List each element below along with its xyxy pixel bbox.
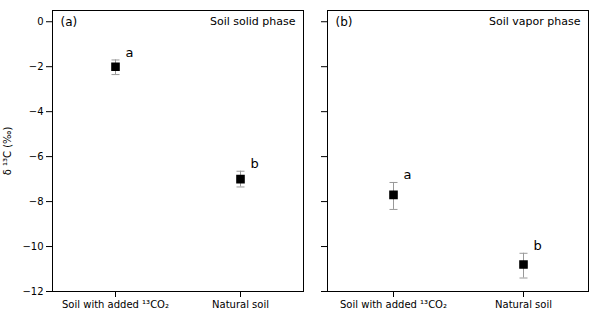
svg-text:a: a bbox=[126, 45, 134, 60]
svg-text:−10: −10 bbox=[22, 241, 43, 252]
svg-text:−2: −2 bbox=[29, 61, 44, 72]
svg-text:(a): (a) bbox=[61, 15, 78, 29]
svg-text:0: 0 bbox=[37, 16, 43, 27]
svg-text:Soil with added ¹³CO₂: Soil with added ¹³CO₂ bbox=[340, 299, 447, 310]
svg-text:b: b bbox=[251, 156, 259, 171]
svg-text:−12: −12 bbox=[22, 286, 43, 297]
svg-text:a: a bbox=[404, 167, 412, 182]
svg-text:Soil with added ¹³CO₂: Soil with added ¹³CO₂ bbox=[62, 299, 169, 310]
svg-text:b: b bbox=[534, 238, 542, 253]
svg-text:(b): (b) bbox=[336, 15, 353, 29]
svg-text:δ ¹³C (‰): δ ¹³C (‰) bbox=[2, 127, 13, 176]
svg-text:Soil solid phase: Soil solid phase bbox=[210, 15, 296, 28]
svg-text:−6: −6 bbox=[29, 151, 44, 162]
svg-text:Soil vapor phase: Soil vapor phase bbox=[489, 15, 581, 28]
svg-text:Natural soil: Natural soil bbox=[495, 299, 552, 310]
svg-text:Natural soil: Natural soil bbox=[212, 299, 269, 310]
svg-text:−4: −4 bbox=[29, 106, 44, 117]
svg-text:−8: −8 bbox=[29, 196, 44, 207]
